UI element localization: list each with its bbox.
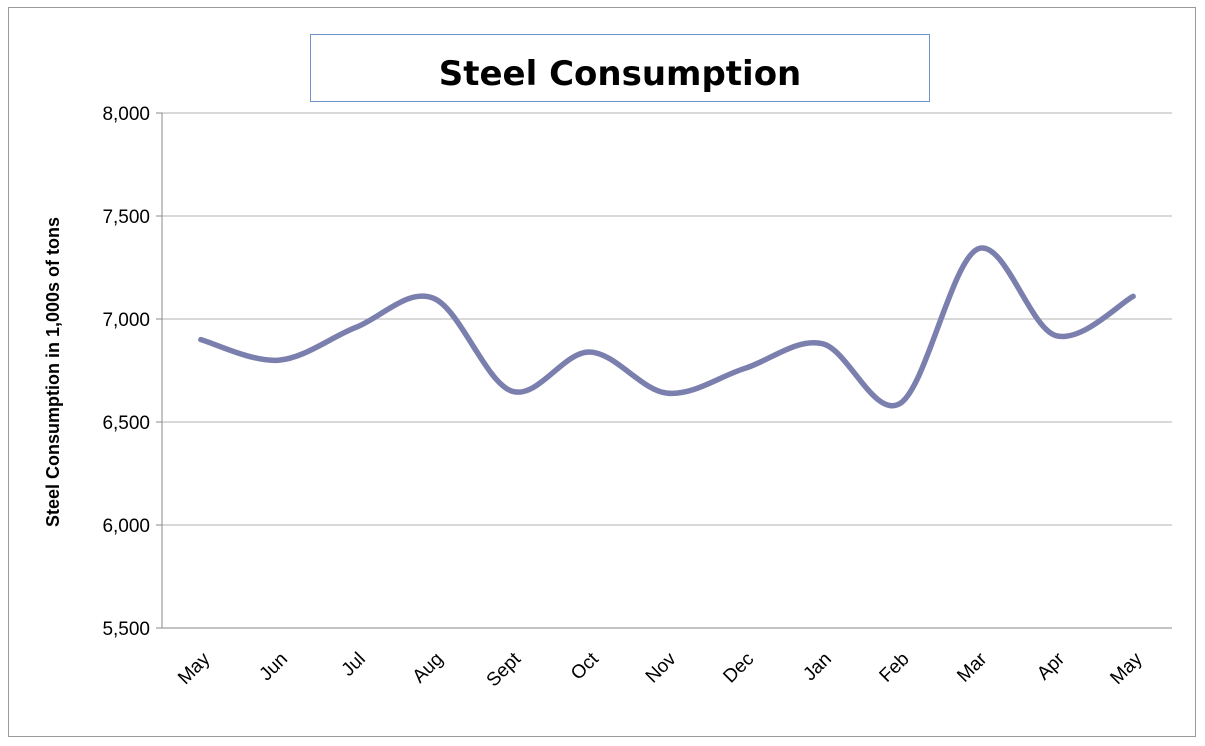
x-tick-label: Aug — [409, 649, 448, 688]
x-tick-label: Apr — [1033, 648, 1069, 684]
series-line — [198, 245, 1136, 409]
chart-title: Steel Consumption — [438, 54, 802, 94]
x-tick-label: Sept — [483, 648, 526, 691]
x-axis-tick-labels: May Jun Jul Aug Sept Oct Nov Dec Jan Feb Mar Apr May — [174, 648, 1147, 691]
y-tick-label: 6,000 — [102, 516, 150, 537]
y-tick-label: 8,000 — [102, 104, 150, 125]
y-axis-tick-labels: 5,500 6,000 6,500 7,000 7,500 8,000 — [102, 104, 150, 640]
chart-title-box: Steel Consumption — [310, 34, 930, 102]
y-tick-label: 7,000 — [102, 310, 150, 331]
x-tick-label: Jan — [799, 649, 836, 686]
x-tick-label: May — [1106, 648, 1147, 689]
y-tick-label: 5,500 — [102, 619, 150, 640]
chart-area — [8, 7, 1196, 737]
series-lines — [198, 245, 1136, 409]
x-tick-label: Feb — [876, 649, 914, 687]
y-axis-title: Steel Consumption in 1,000s of tons — [43, 217, 63, 527]
x-tick-label: May — [174, 648, 215, 689]
gridlines — [162, 112, 1172, 526]
x-tick-label: Nov — [642, 648, 681, 687]
y-tick-label: 6,500 — [102, 413, 150, 434]
y-tick-label: 7,500 — [102, 207, 150, 228]
x-tick-label: Mar — [953, 648, 991, 686]
x-tick-label: Oct — [567, 648, 603, 684]
axes — [156, 112, 1172, 629]
x-tick-label: Jun — [256, 649, 293, 686]
x-tick-label: Dec — [719, 649, 758, 688]
x-tick-label: Jul — [338, 649, 370, 681]
